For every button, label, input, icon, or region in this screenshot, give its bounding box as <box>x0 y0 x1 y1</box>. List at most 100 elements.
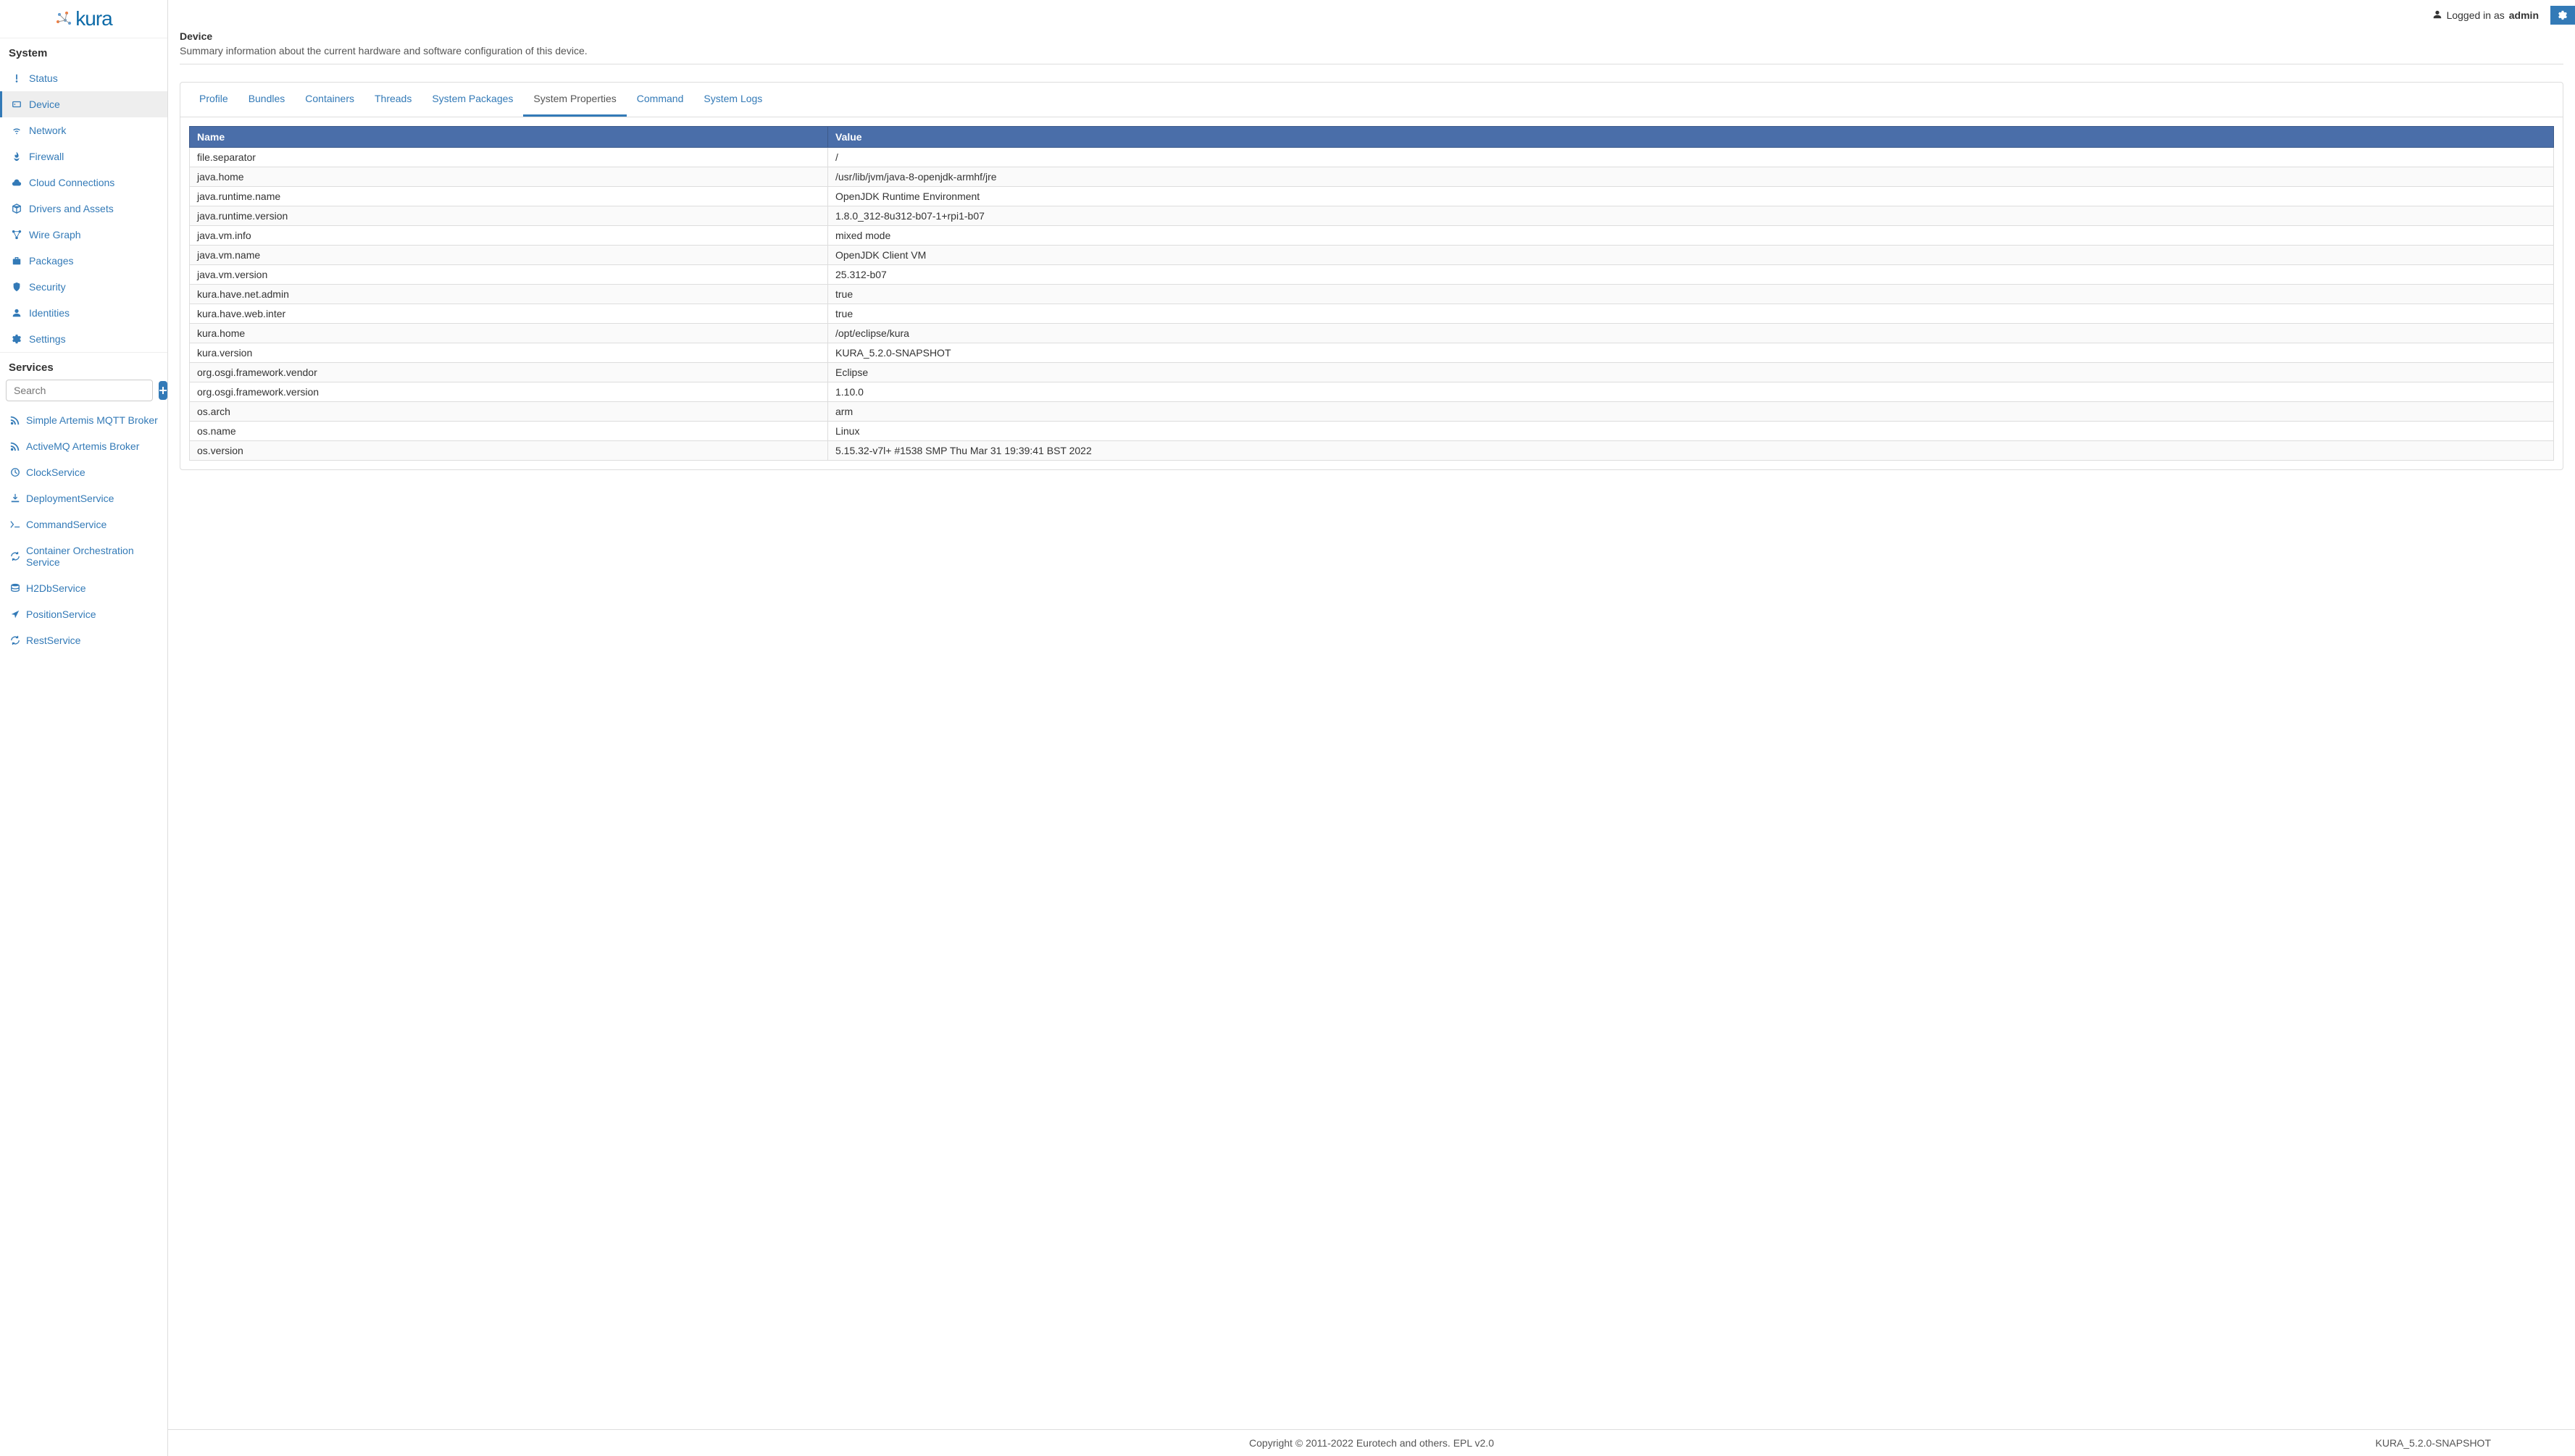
service-item-label: CommandService <box>26 519 107 530</box>
property-name: os.version <box>190 441 828 461</box>
search-input[interactable] <box>6 380 153 401</box>
sidebar-item-device[interactable]: Device <box>0 91 167 117</box>
property-name: java.runtime.version <box>190 206 828 226</box>
tabs: ProfileBundlesContainersThreadsSystem Pa… <box>180 83 2563 117</box>
main: Logged in as admin Device Summary inform… <box>168 0 2575 1456</box>
property-value: 1.8.0_312-8u312-b07-1+rpi1-b07 <box>828 206 2554 226</box>
tab-profile[interactable]: Profile <box>189 83 238 117</box>
property-name: java.vm.info <box>190 226 828 246</box>
property-value: /usr/lib/jvm/java-8-openjdk-armhf/jre <box>828 167 2554 187</box>
property-value: mixed mode <box>828 226 2554 246</box>
table-row: kura.versionKURA_5.2.0-SNAPSHOT <box>190 343 2554 363</box>
box-icon <box>12 204 22 214</box>
device-panel: ProfileBundlesContainersThreadsSystem Pa… <box>180 82 2563 470</box>
sidebar-item-firewall[interactable]: Firewall <box>0 143 167 170</box>
property-value: KURA_5.2.0-SNAPSHOT <box>828 343 2554 363</box>
tab-bundles[interactable]: Bundles <box>238 83 296 117</box>
sidebar-item-wiregraph[interactable]: Wire Graph <box>0 222 167 248</box>
property-name: kura.home <box>190 324 828 343</box>
sidebar-item-packages[interactable]: Packages <box>0 248 167 274</box>
graph-icon <box>12 230 22 240</box>
table-row: os.nameLinux <box>190 422 2554 441</box>
status-icon <box>12 73 22 83</box>
service-item[interactable]: H2DbService <box>0 575 167 601</box>
property-value: 1.10.0 <box>828 382 2554 402</box>
service-item-label: PositionService <box>26 608 96 620</box>
column-header: Value <box>828 127 2554 148</box>
service-item[interactable]: CommandService <box>0 511 167 537</box>
service-item-label: RestService <box>26 635 80 646</box>
tab-system-packages[interactable]: System Packages <box>422 83 523 117</box>
clock-icon <box>10 467 20 477</box>
property-name: java.home <box>190 167 828 187</box>
tab-system-logs[interactable]: System Logs <box>693 83 772 117</box>
property-name: kura.have.net.admin <box>190 285 828 304</box>
sidebar-item-status[interactable]: Status <box>0 65 167 91</box>
table-row: kura.have.web.intertrue <box>190 304 2554 324</box>
sidebar-item-network[interactable]: Network <box>0 117 167 143</box>
property-value: true <box>828 285 2554 304</box>
table-row: java.runtime.nameOpenJDK Runtime Environ… <box>190 187 2554 206</box>
sidebar-item-cloud[interactable]: Cloud Connections <box>0 170 167 196</box>
sidebar-item-drivers[interactable]: Drivers and Assets <box>0 196 167 222</box>
service-item[interactable]: RestService <box>0 627 167 653</box>
services-search-bar <box>0 380 167 407</box>
tab-command[interactable]: Command <box>627 83 694 117</box>
content: Device Summary information about the cur… <box>168 30 2575 1429</box>
fire-icon <box>12 151 22 162</box>
sidebar-item-label: Status <box>29 72 58 84</box>
sidebar-item-label: Wire Graph <box>29 229 81 240</box>
service-item[interactable]: ClockService <box>0 459 167 485</box>
service-item-label: Container Orchestration Service <box>26 545 159 568</box>
sidebar-item-label: Network <box>29 125 66 136</box>
footer: Copyright © 2011-2022 Eurotech and other… <box>168 1429 2575 1456</box>
sidebar-item-settings[interactable]: Settings <box>0 326 167 352</box>
table-wrap: NameValue file.separator/java.home/usr/l… <box>180 117 2563 469</box>
properties-table: NameValue file.separator/java.home/usr/l… <box>189 126 2554 461</box>
page-description: Summary information about the current ha… <box>180 45 2563 64</box>
service-item[interactable]: DeploymentService <box>0 485 167 511</box>
refresh-icon <box>10 551 20 561</box>
table-row: java.vm.version25.312-b07 <box>190 265 2554 285</box>
tab-system-properties[interactable]: System Properties <box>523 83 626 117</box>
table-row: java.runtime.version1.8.0_312-8u312-b07-… <box>190 206 2554 226</box>
service-item-label: DeploymentService <box>26 493 114 504</box>
sidebar-item-identities[interactable]: Identities <box>0 300 167 326</box>
service-item[interactable]: PositionService <box>0 601 167 627</box>
logo[interactable]: kura <box>55 7 112 30</box>
sidebar-item-label: Settings <box>29 333 66 345</box>
service-item[interactable]: Container Orchestration Service <box>0 537 167 575</box>
rss-icon <box>10 415 20 425</box>
property-value: / <box>828 148 2554 167</box>
property-value: arm <box>828 402 2554 422</box>
page-title: Device <box>180 30 2563 42</box>
location-icon <box>10 609 20 619</box>
table-row: os.version5.15.32-v7l+ #1538 SMP Thu Mar… <box>190 441 2554 461</box>
logo-icon <box>55 10 72 28</box>
briefcase-icon <box>12 256 22 266</box>
property-value: /opt/eclipse/kura <box>828 324 2554 343</box>
property-value: Linux <box>828 422 2554 441</box>
tab-threads[interactable]: Threads <box>364 83 422 117</box>
property-value: 5.15.32-v7l+ #1538 SMP Thu Mar 31 19:39:… <box>828 441 2554 461</box>
table-row: kura.have.net.admintrue <box>190 285 2554 304</box>
table-row: kura.home/opt/eclipse/kura <box>190 324 2554 343</box>
add-service-button[interactable] <box>159 381 167 400</box>
logged-in-label: Logged in as <box>2447 9 2505 21</box>
service-item-label: ActiveMQ Artemis Broker <box>26 440 139 452</box>
refresh-icon <box>10 635 20 645</box>
settings-button[interactable] <box>2550 6 2575 25</box>
service-item[interactable]: Simple Artemis MQTT Broker <box>0 407 167 433</box>
sidebar-section-services: Services <box>0 352 167 380</box>
tab-containers[interactable]: Containers <box>295 83 364 117</box>
shield-icon <box>12 282 22 292</box>
sidebar-item-security[interactable]: Security <box>0 274 167 300</box>
service-item[interactable]: ActiveMQ Artemis Broker <box>0 433 167 459</box>
table-row: java.vm.infomixed mode <box>190 226 2554 246</box>
table-row: java.vm.nameOpenJDK Client VM <box>190 246 2554 265</box>
service-item-label: Simple Artemis MQTT Broker <box>26 414 158 426</box>
sidebar-item-label: Device <box>29 99 60 110</box>
user-icon <box>12 308 22 318</box>
topbar: Logged in as admin <box>168 0 2575 30</box>
sidebar-section-system: System <box>0 38 167 65</box>
